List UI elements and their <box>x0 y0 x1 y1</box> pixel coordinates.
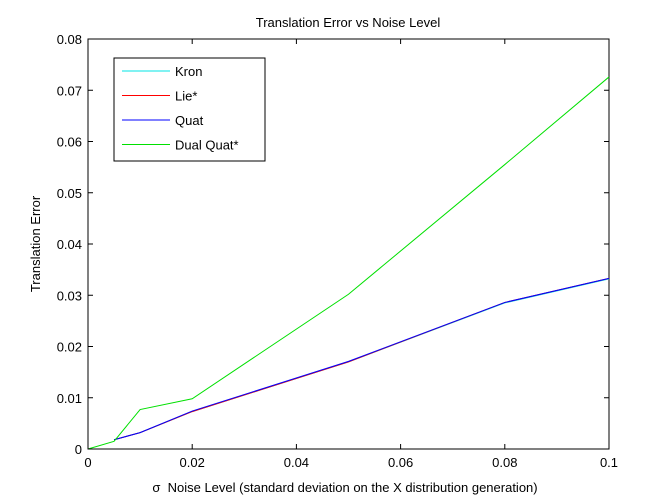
x-tick-label: 0.08 <box>492 455 517 470</box>
y-tick-label: 0.05 <box>57 186 82 201</box>
series-line-dual-quat <box>87 76 610 450</box>
y-tick-label: 0.06 <box>57 135 82 150</box>
legend: Kron Lie* Quat Dual Quat* <box>113 57 266 162</box>
x-tick-label: 0 <box>84 455 91 470</box>
x-axis-title: σ Noise Level (standard deviation on the… <box>152 480 537 495</box>
legend-label-lie: Lie* <box>175 89 197 104</box>
legend-label-kron: Kron <box>175 64 202 79</box>
x-tick-label: 0.04 <box>284 455 309 470</box>
series-line-quat <box>113 277 610 441</box>
y-tick-label: 0.04 <box>57 237 82 252</box>
axis-ticks: 0 0.02 0.04 0.06 0.08 0.1 0 0.01 0.02 0.03 0.04 0.0… <box>57 32 618 470</box>
legend-box <box>113 57 266 162</box>
y-tick-label: 0.02 <box>57 340 82 355</box>
y-tick-label: 0.08 <box>57 32 82 47</box>
y-axis-title: Translation Error <box>28 195 43 292</box>
legend-label-dual-quat: Dual Quat* <box>175 138 239 153</box>
y-tick-label: 0 <box>75 442 82 457</box>
x-tick-label: 0.02 <box>180 455 205 470</box>
chart-title: Translation Error vs Noise Level <box>256 15 441 30</box>
y-tick-label: 0.07 <box>57 83 82 98</box>
legend-label-quat: Quat <box>175 113 204 128</box>
x-tick-label: 0.06 <box>388 455 413 470</box>
y-tick-label: 0.01 <box>57 391 82 406</box>
series-lines <box>87 76 610 450</box>
x-tick-label: 0.1 <box>600 455 618 470</box>
y-tick-label: 0.03 <box>57 288 82 303</box>
